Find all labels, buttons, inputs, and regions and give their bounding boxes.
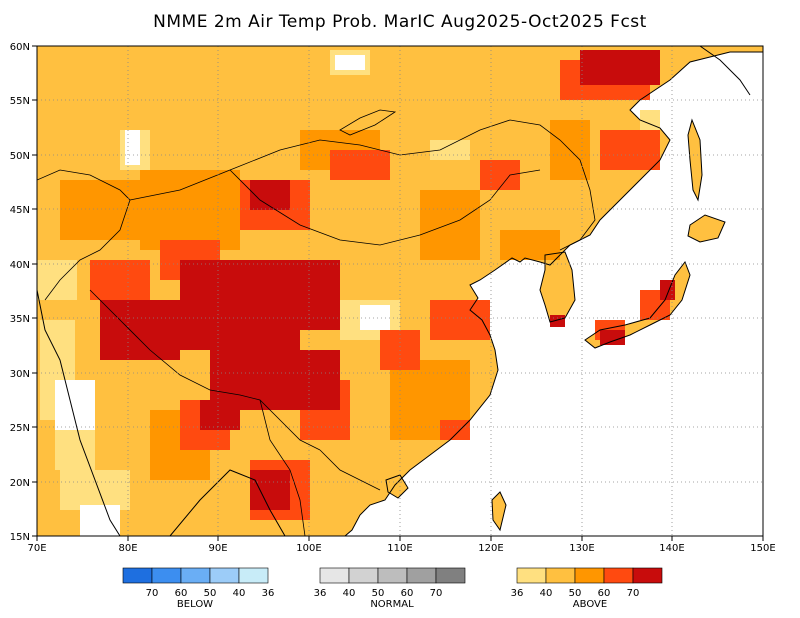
land-hainan <box>386 475 408 498</box>
legend-swatch-normal-36 <box>319 567 350 584</box>
legend-label-below: BELOW <box>177 599 213 610</box>
legend-tick: 70 <box>627 588 640 599</box>
lat-tick-label: 60N <box>10 42 30 53</box>
lat-tick-label: 20N <box>10 478 30 489</box>
legend-swatch-above-36 <box>516 567 547 584</box>
lon-tick-label: 120E <box>478 543 503 554</box>
legend-tick: 60 <box>598 588 611 599</box>
land-korea <box>540 252 575 322</box>
lon-tick-label: 70E <box>27 543 46 554</box>
patches-60-70 <box>100 50 675 510</box>
legend-label-normal: NORMAL <box>370 599 414 610</box>
coastlines <box>37 46 763 536</box>
legend-swatch-normal-60 <box>406 567 437 584</box>
legend-swatch-normal-40 <box>348 567 379 584</box>
graticule <box>37 46 763 536</box>
legend-swatch-below-36 <box>238 567 269 584</box>
lon-tick-labels: 70E 80E 90E 100E 110E 120E 130E 140E 150… <box>27 543 775 554</box>
lat-tick-label: 15N <box>10 532 30 543</box>
legend-tick: 40 <box>540 588 553 599</box>
border-kazakhstan <box>37 169 131 301</box>
lon-tick-label: 110E <box>387 543 412 554</box>
border-himalaya <box>89 289 321 451</box>
legend-swatch-above-40 <box>545 567 576 584</box>
legend-swatch-normal-50 <box>377 567 408 584</box>
coastline-taiwan <box>491 491 507 532</box>
tick-marks <box>32 45 764 541</box>
legend-tick: 50 <box>372 588 385 599</box>
lat-tick-label: 50N <box>10 151 30 162</box>
coastline-sakhalin <box>687 118 703 202</box>
coastline-kamchatka <box>699 46 751 96</box>
legend-above: 36 40 50 60 70 ABOVE <box>511 567 663 610</box>
legend-tick: 36 <box>314 588 327 599</box>
land-taiwan <box>492 492 506 530</box>
legend-below: 70 60 50 40 36 BELOW <box>122 567 275 610</box>
lat-tick-label: 25N <box>10 423 30 434</box>
legend-tick: 70 <box>146 588 159 599</box>
lat-tick-label: 35N <box>10 314 30 325</box>
lake-baikal <box>339 109 397 136</box>
legend-tick: 36 <box>262 588 275 599</box>
legend-swatch-above-70 <box>632 567 663 584</box>
legend-tick: 40 <box>233 588 246 599</box>
coastline-bay-of-bengal <box>169 469 286 536</box>
border-mongolia-south <box>229 169 541 246</box>
coastline-korea <box>539 251 576 323</box>
legend-swatch-above-60 <box>603 567 634 584</box>
coastline-hokkaido <box>687 214 726 243</box>
legend-swatch-below-60 <box>151 567 182 584</box>
legend-normal: 36 40 50 60 70 NORMAL <box>314 567 466 610</box>
lat-tick-label: 40N <box>10 260 30 271</box>
legend-tick: 36 <box>511 588 524 599</box>
land-sakhalin <box>688 120 702 200</box>
lat-tick-labels: 15N 20N 25N 30N 35N 40N 45N 50N 55N 60N <box>10 42 30 543</box>
lon-tick-label: 90E <box>208 543 227 554</box>
coastline-japan <box>584 260 691 349</box>
coastline-india <box>37 289 121 536</box>
lon-tick-label: 140E <box>659 543 684 554</box>
legend-tick: 40 <box>343 588 356 599</box>
legend-swatch-below-40 <box>209 567 240 584</box>
lat-tick-label: 45N <box>10 205 30 216</box>
lon-tick-label: 100E <box>296 543 321 554</box>
legend-swatch-below-70 <box>122 567 153 584</box>
border-southeast-asia <box>259 399 381 536</box>
lon-tick-label: 80E <box>118 543 137 554</box>
legend-tick: 50 <box>569 588 582 599</box>
legend-swatch-below-50 <box>180 567 211 584</box>
coastline-hainan <box>385 474 409 499</box>
legend-tick: 60 <box>401 588 414 599</box>
land-hokkaido <box>688 215 725 242</box>
coastline-asia <box>344 51 763 536</box>
legend-tick: 70 <box>430 588 443 599</box>
lat-tick-label: 55N <box>10 96 30 107</box>
lon-tick-label: 130E <box>569 543 594 554</box>
legend-label-above: ABOVE <box>573 599 607 610</box>
map-title: NMME 2m Air Temp Prob. MarIC Aug2025-Oct… <box>153 12 647 32</box>
legend-swatch-normal-70 <box>435 567 466 584</box>
legend-swatch-above-50 <box>574 567 605 584</box>
border-china-north <box>129 119 596 251</box>
lat-tick-label: 30N <box>10 369 30 380</box>
legend-tick: 60 <box>175 588 188 599</box>
lon-tick-label: 150E <box>750 543 775 554</box>
legend-tick: 50 <box>204 588 217 599</box>
